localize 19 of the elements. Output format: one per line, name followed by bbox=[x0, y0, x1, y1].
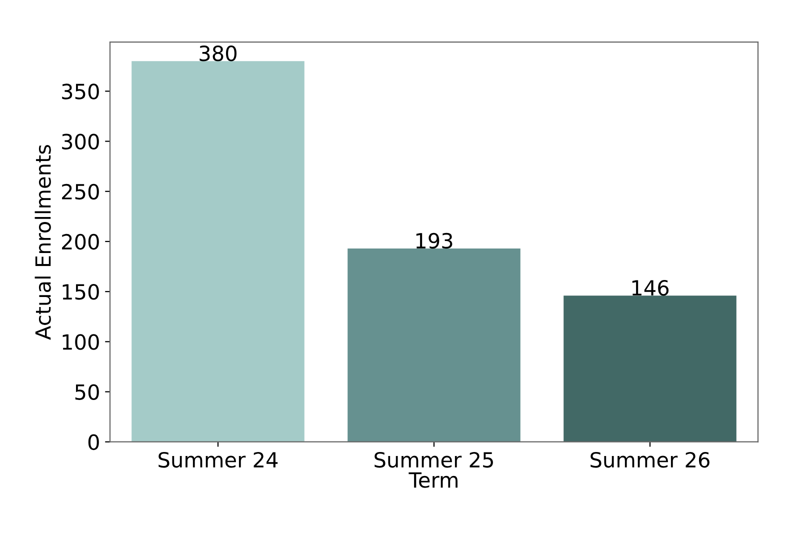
data-label: 380 bbox=[200, 46, 236, 62]
y-tick-label: 0 bbox=[88, 434, 99, 450]
y-tick-label: 100 bbox=[62, 334, 99, 350]
x-tick-label: Summer 26 bbox=[590, 452, 710, 468]
data-label: 193 bbox=[416, 232, 452, 249]
y-tick-label: 300 bbox=[62, 134, 99, 150]
y-tick-label: 250 bbox=[62, 184, 99, 200]
y-tick-label: 350 bbox=[62, 84, 99, 100]
x-tick-label: Summer 25 bbox=[374, 452, 493, 468]
bar bbox=[348, 248, 520, 442]
y-axis-title: Actual Enrollments bbox=[34, 144, 51, 340]
x-axis-title: Term bbox=[408, 472, 458, 488]
y-tick-label: 150 bbox=[62, 284, 99, 300]
bar bbox=[564, 296, 736, 442]
bar bbox=[132, 61, 304, 442]
data-label: 146 bbox=[632, 280, 669, 296]
y-tick-label: 200 bbox=[62, 234, 99, 250]
x-tick-label: Summer 24 bbox=[158, 452, 278, 468]
y-tick-label: 50 bbox=[75, 384, 99, 400]
